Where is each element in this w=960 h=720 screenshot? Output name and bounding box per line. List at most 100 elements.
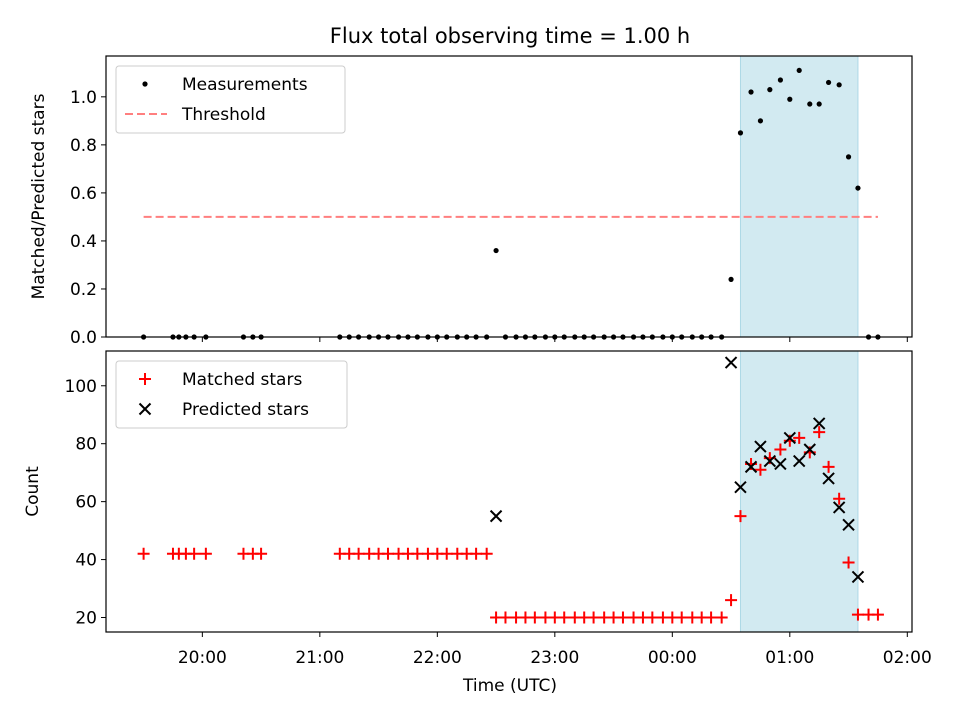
bottom-y-tick-label: 20: [75, 609, 97, 629]
top-axes-layer: 0.0 0.2 0.4 0.6 0.8 1.0: [70, 55, 913, 348]
top-y-tick-label: 0.2: [70, 280, 97, 300]
top-y-tick-label: 0.6: [70, 184, 97, 204]
predicted-star-point: [763, 454, 777, 468]
top-y-tick-label: 0.8: [70, 136, 97, 156]
bottom-y-tick-label: 40: [75, 551, 97, 571]
legend-predicted-marker: [138, 402, 152, 416]
x-tick-label: 00:00: [648, 648, 697, 668]
matched-star-point: [137, 547, 150, 560]
top-legend-frame: [115, 65, 346, 134]
legend-predicted-symbol: [138, 402, 152, 416]
matched-star-point: [528, 611, 541, 624]
matched-star-point: [188, 547, 201, 560]
bottom-panel-counts: 20 40 60 80 100 Count Matched stars Predicte…: [23, 350, 913, 637]
matched-star-point: [470, 547, 483, 560]
top-legend: Measurements Threshold: [115, 65, 346, 134]
top-panel-ratio: 0.0 0.2 0.4 0.6 0.8 1.0 Matched/Predicted sta…: [29, 55, 913, 348]
measurement-point: [845, 154, 852, 160]
matched-star-point: [754, 463, 767, 476]
bottom-y-tick-label: 80: [75, 435, 97, 455]
top-axes-frame: [105, 55, 913, 338]
matched-star-point: [480, 547, 493, 560]
legend-matched-label: Matched stars: [182, 370, 302, 390]
predicted-star-point: [774, 457, 787, 471]
predicted-star-point: [724, 356, 738, 369]
matched-star-point: [199, 547, 212, 560]
bottom-y-axis-label: Count: [23, 466, 43, 517]
predicted-star-point: [832, 501, 846, 514]
matched-star-point: [352, 547, 365, 560]
matched-star-point: [616, 611, 629, 624]
bottom-highlight-layer: [739, 350, 859, 633]
measurement-point: [825, 79, 832, 86]
bottom-legend-frame: [115, 360, 348, 429]
measurement-point: [787, 96, 793, 102]
top-observing-window: [739, 55, 859, 338]
measurement-point: [757, 118, 764, 124]
measurement-point: [767, 87, 773, 93]
matched-star-point: [793, 431, 806, 444]
bottom-y-tick-label: 60: [75, 493, 97, 513]
measurement-point: [748, 89, 754, 95]
measurement-point: [796, 67, 802, 74]
matched-star-point: [705, 611, 718, 624]
top-y-axis-label: Matched/Predicted stars: [29, 93, 49, 299]
bottom-axes-layer: 20 40 60 80 100: [65, 350, 913, 637]
bottom-observing-window: [739, 350, 859, 633]
x-axis-label: Time (UTC): [462, 676, 557, 696]
x-axis-ticks: 20:00 21:00 22:00 23:00 00:00 01:00 02:00: [178, 648, 932, 668]
x-tick-label: 22:00: [413, 648, 462, 668]
bottom-axes-frame: [105, 350, 913, 633]
predicted-star-point: [812, 417, 826, 430]
predicted-star-point: [754, 440, 767, 453]
bottom-points-layer: [137, 356, 884, 624]
matched-star-point: [587, 611, 600, 624]
matched-star-point: [715, 611, 728, 624]
matched-star-point: [255, 547, 268, 560]
measurement-point: [807, 101, 813, 107]
top-y-tick-label: 0.4: [70, 232, 97, 252]
matched-star-point: [871, 608, 884, 621]
chart-title: Flux total observing time = 1.00 h: [330, 24, 690, 48]
matched-star-point: [381, 547, 394, 560]
predicted-star-point: [803, 443, 816, 456]
matched-star-point: [734, 510, 747, 523]
predicted-star-point: [489, 509, 503, 523]
x-tick-label: 02:00: [883, 648, 932, 668]
matched-star-point: [499, 611, 512, 624]
legend-predicted-label: Predicted stars: [182, 400, 309, 420]
legend-matched-marker: [139, 373, 151, 385]
predicted-star-point: [842, 518, 855, 532]
matched-star-point: [558, 611, 571, 624]
predicted-star-point: [783, 431, 797, 445]
matched-star-point: [774, 443, 787, 456]
matched-star-point: [725, 594, 738, 607]
matched-star-point: [842, 556, 855, 569]
legend-measurements-marker: [142, 81, 148, 87]
measurement-point: [493, 247, 499, 254]
matched-star-point: [675, 611, 688, 624]
measurement-point: [816, 101, 822, 107]
predicted-star-point: [744, 460, 758, 474]
matched-star-point: [851, 608, 864, 621]
legend-matched-symbol: [139, 373, 151, 385]
legend-threshold-label: Threshold: [181, 105, 266, 125]
predicted-star-point: [851, 570, 865, 584]
bottom-y-tick-label: 100: [65, 377, 97, 397]
x-tick-label: 21:00: [295, 648, 344, 668]
measurement-point: [777, 77, 784, 83]
legend-measurements-label: Measurements: [182, 75, 308, 95]
predicted-star-point: [792, 454, 806, 468]
measurement-point: [728, 276, 734, 282]
matched-star-point: [813, 426, 826, 439]
matched-star-point: [440, 547, 453, 560]
matched-star-point: [822, 460, 835, 473]
x-tick-label: 20:00: [178, 648, 227, 668]
x-tick-label: 23:00: [530, 648, 579, 668]
bottom-legend: Matched stars Predicted stars: [115, 360, 348, 429]
matched-star-point: [411, 547, 424, 560]
measurement-point: [855, 185, 861, 191]
predicted-star-point: [822, 472, 835, 485]
